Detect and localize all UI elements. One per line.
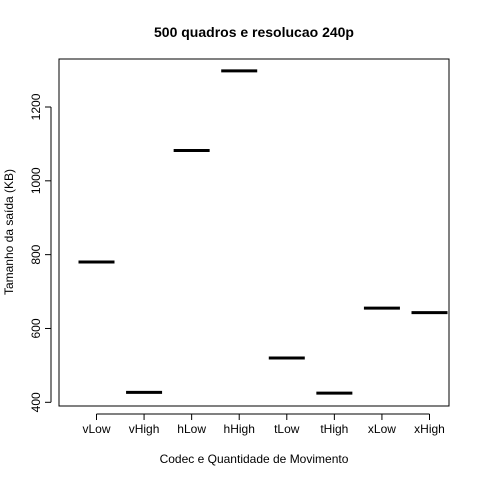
y-tick-label: 600 [29, 318, 43, 338]
x-tick-label: vLow [82, 422, 110, 436]
chart-marks: 400 600 800 1000 1200 vLow vHigh hLow hHigh tLow t… [29, 69, 448, 436]
x-tick-label: hHigh [224, 422, 255, 436]
plot-frame [58, 58, 450, 407]
x-tick-label: xHigh [414, 422, 445, 436]
y-tick-label: 1000 [29, 167, 43, 194]
x-tick-label: tHigh [320, 422, 348, 436]
y-tick-label: 1200 [29, 93, 43, 120]
y-axis-label: Tamanho da saída (KB) [2, 169, 16, 295]
x-tick-label: hLow [177, 422, 206, 436]
chart-title: 500 quadros e resolucao 240p [154, 24, 354, 40]
x-tick-label: tLow [274, 422, 300, 436]
x-tick-label: vHigh [129, 422, 160, 436]
x-tick-label: xLow [368, 422, 396, 436]
y-tick-label: 800 [29, 244, 43, 264]
x-axis-label: Codec e Quantidade de Movimento [160, 452, 349, 466]
y-tick-label: 400 [29, 392, 43, 412]
